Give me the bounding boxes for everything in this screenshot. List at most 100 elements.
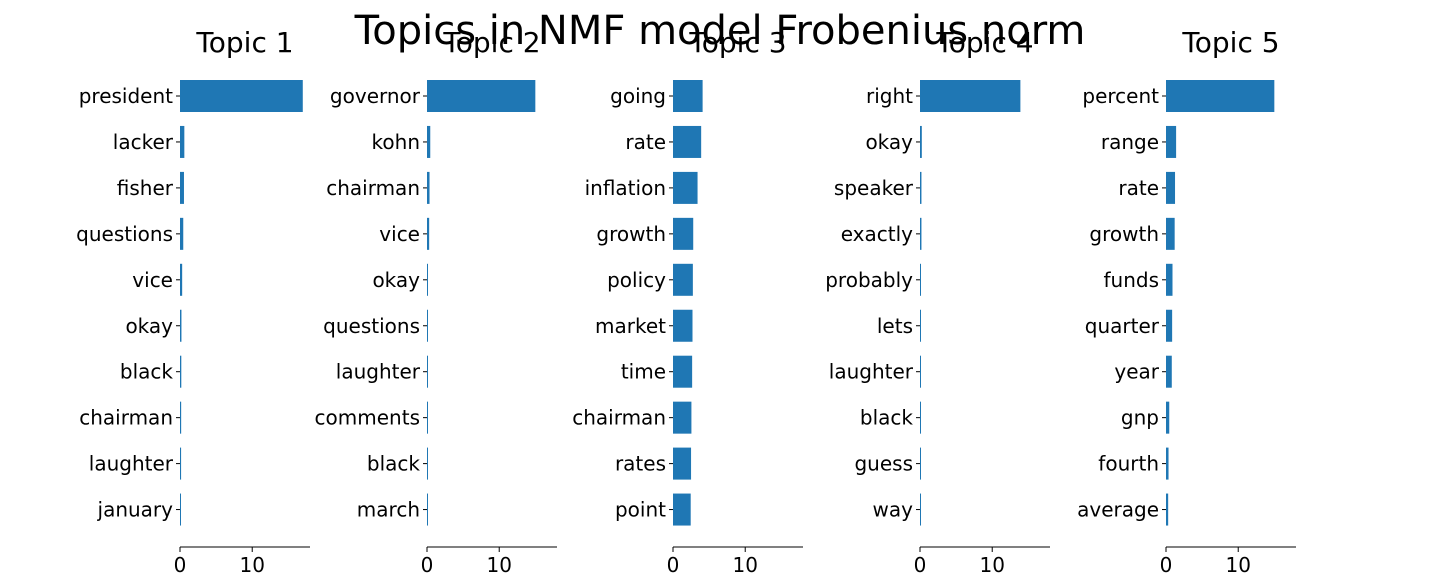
bar-speaker	[920, 171, 922, 204]
x-tick-label: 10	[979, 553, 1004, 576]
category-label: rate	[1118, 176, 1159, 200]
x-tick-label: 10	[239, 553, 264, 576]
bar-kohn	[427, 125, 431, 158]
bar-right	[920, 80, 1021, 112]
category-label: gnp	[1121, 406, 1159, 430]
bar-laughter	[427, 355, 428, 388]
category-label: kohn	[372, 130, 420, 154]
category-label: growth	[596, 222, 666, 246]
category-label: vice	[132, 268, 173, 292]
x-tick-label: 0	[667, 553, 680, 576]
category-label: exactly	[841, 222, 913, 246]
bar-time	[673, 355, 693, 388]
x-tick-label: 10	[1225, 553, 1250, 576]
category-label: fisher	[117, 176, 174, 200]
category-label: president	[79, 84, 173, 108]
bar-quarter	[1166, 309, 1173, 342]
bar-gnp	[1166, 401, 1170, 434]
bar-okay	[180, 309, 182, 342]
category-label: march	[357, 498, 420, 522]
bar-rate	[1166, 171, 1176, 204]
category-label: funds	[1103, 268, 1159, 292]
category-label: rate	[625, 130, 666, 154]
bar-okay	[920, 125, 922, 158]
category-label: policy	[607, 268, 666, 292]
bar-probably	[920, 263, 921, 296]
bar-lacker	[180, 125, 185, 158]
x-tick-label: 0	[174, 553, 187, 576]
bar-growth	[673, 217, 694, 250]
category-label: way	[873, 498, 914, 522]
x-tick-label: 10	[486, 553, 511, 576]
bar-okay	[427, 263, 428, 296]
x-tick-label: 0	[421, 553, 434, 576]
bar-fourth	[1166, 447, 1169, 480]
category-label: black	[860, 406, 914, 430]
bar-laughter	[920, 355, 921, 388]
bar-range	[1166, 125, 1177, 158]
bar-exactly	[920, 217, 922, 250]
bar-percent	[1166, 80, 1275, 112]
bar-rates	[673, 447, 692, 480]
x-tick-label: 0	[914, 553, 927, 576]
bar-chairman	[427, 171, 430, 204]
category-label: probably	[825, 268, 913, 292]
category-label: laughter	[829, 360, 914, 384]
bar-black	[180, 355, 182, 388]
bar-policy	[673, 263, 693, 296]
category-label: black	[120, 360, 174, 384]
category-label: average	[1077, 498, 1159, 522]
topic-title: Topic 3	[688, 26, 786, 59]
bar-rate	[673, 125, 702, 158]
topic-panel-3: Topic 3 going rate inflation growth policy mar…	[572, 26, 803, 576]
bar-point	[673, 493, 691, 526]
bar-lets	[920, 309, 921, 342]
category-label: growth	[1089, 222, 1159, 246]
bar-president	[180, 80, 303, 112]
bar-guess	[920, 447, 921, 480]
category-label: inflation	[585, 176, 666, 200]
category-label: vice	[379, 222, 420, 246]
bar-inflation	[673, 171, 698, 204]
category-label: year	[1114, 360, 1159, 384]
bar-fisher	[180, 171, 184, 204]
bar-questions	[427, 309, 428, 342]
x-tick-label: 0	[1160, 553, 1173, 576]
category-label: governor	[330, 84, 421, 108]
category-label: chairman	[79, 406, 173, 430]
category-label: questions	[323, 314, 420, 338]
figure-title: Topics in NMF model Frobenius norm	[354, 8, 1086, 54]
topic-title: Topic 1	[195, 26, 293, 59]
bar-chairman	[180, 401, 182, 434]
category-label: fourth	[1098, 452, 1159, 476]
category-label: january	[97, 498, 174, 522]
category-label: lacker	[113, 130, 174, 154]
category-label: chairman	[326, 176, 420, 200]
category-label: quarter	[1085, 314, 1160, 338]
bar-questions	[180, 217, 184, 250]
category-label: going	[610, 84, 666, 108]
category-label: chairman	[572, 406, 666, 430]
category-label: black	[367, 452, 421, 476]
bar-march	[427, 493, 428, 526]
category-label: laughter	[336, 360, 421, 384]
category-label: questions	[76, 222, 173, 246]
category-label: point	[615, 498, 666, 522]
topic-title: Topic 5	[1181, 26, 1279, 59]
bar-january	[180, 493, 181, 526]
bar-black	[427, 447, 428, 480]
bar-comments	[427, 401, 428, 434]
category-label: okay	[125, 314, 173, 338]
bar-laughter	[180, 447, 182, 480]
category-label: percent	[1082, 84, 1159, 108]
category-label: laughter	[89, 452, 174, 476]
category-label: comments	[315, 406, 420, 430]
bar-vice	[180, 263, 183, 296]
topic-panel-5: Topic 5 percent range rate growth funds quarte…	[1077, 26, 1296, 576]
category-label: right	[866, 84, 913, 108]
bar-governor	[427, 80, 536, 112]
bar-year	[1166, 355, 1172, 388]
topic-title: Topic 4	[935, 26, 1033, 59]
topic-panels: Topic 1 president lacker fisher questions vic…	[76, 26, 1296, 576]
